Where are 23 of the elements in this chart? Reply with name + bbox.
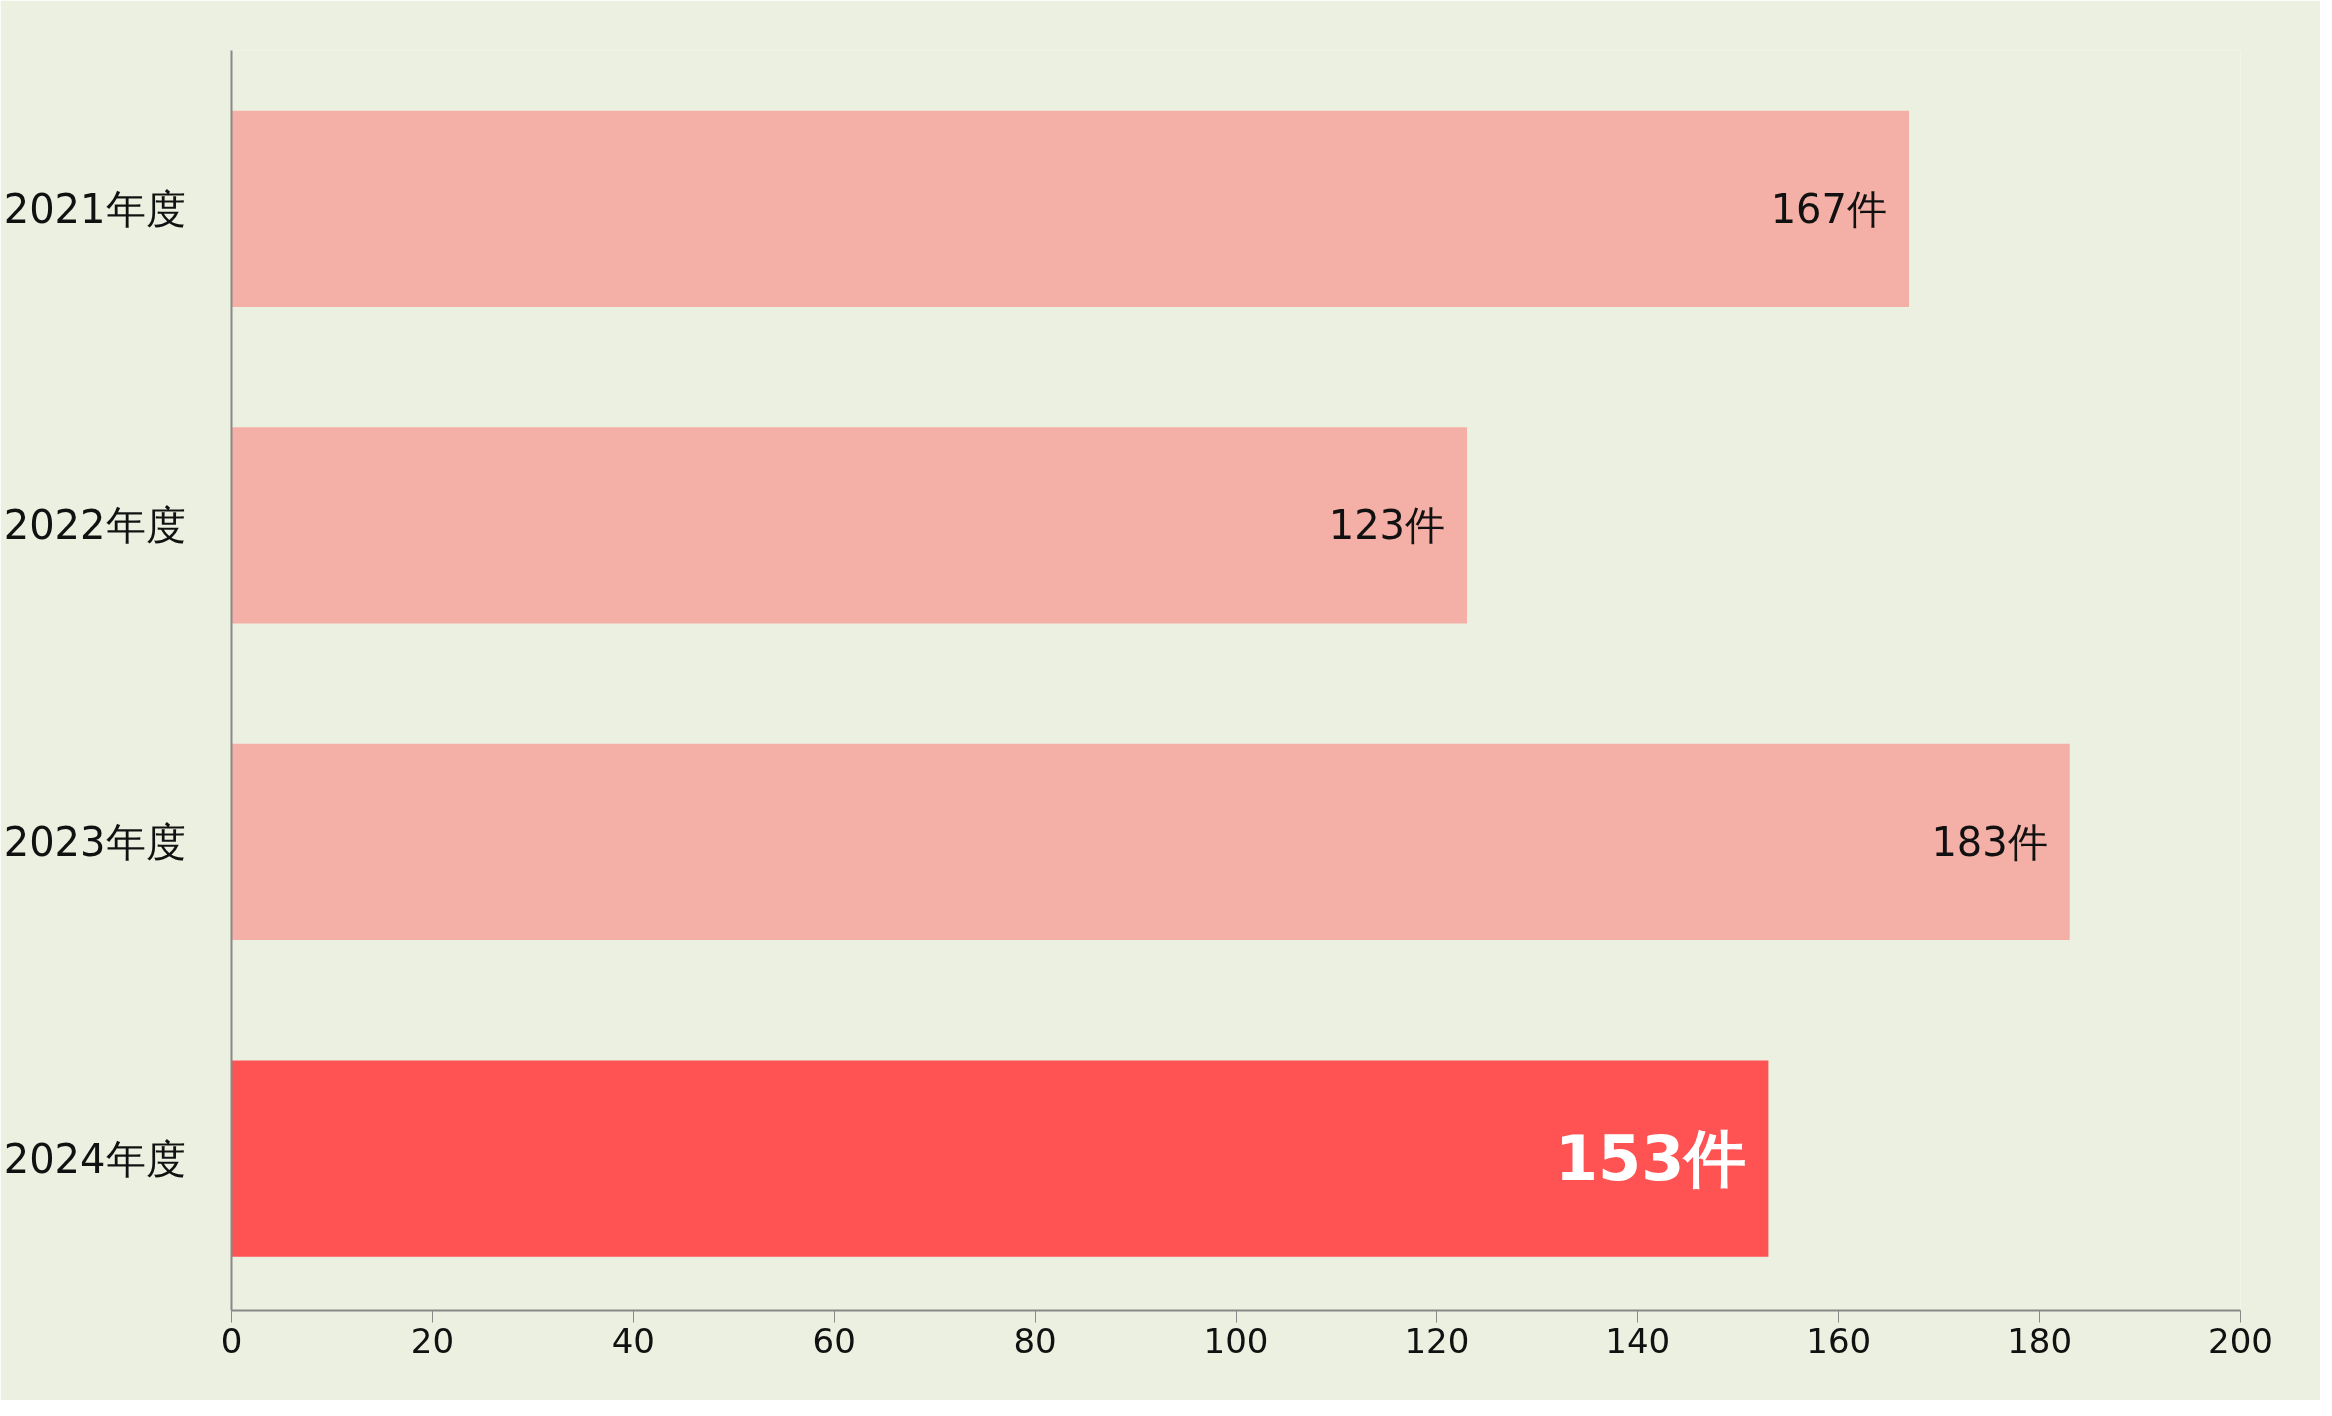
x-tick-label: 120 [1404,1320,1470,1361]
x-tick-label: 60 [812,1320,856,1361]
y-tick-label: 2024年度 [3,1135,186,1182]
x-tick-label: 100 [1203,1320,1269,1361]
x-tick-label: 80 [1013,1320,1057,1361]
bar [231,427,1468,624]
x-tick-label: 40 [611,1320,655,1361]
data-label: 153件 [1554,1122,1747,1196]
bar [231,110,1910,307]
bar [231,743,2070,941]
data-label: 123件 [1328,502,1446,549]
x-tick-label: 200 [2208,1320,2273,1361]
x-tick-label: 180 [2007,1320,2073,1361]
y-tick-label: 2022年度 [3,502,186,549]
y-tick-label: 2023年度 [3,818,186,865]
x-tick-label: 160 [1806,1320,1872,1361]
x-tick-label: 0 [220,1320,243,1361]
data-label: 183件 [1931,818,2048,865]
bar [231,1060,1769,1257]
x-tick-label: 140 [1605,1320,1671,1361]
y-tick-label: 2021年度 [3,185,186,232]
data-label: 167件 [1770,185,1888,232]
x-tick-label: 20 [410,1320,455,1361]
